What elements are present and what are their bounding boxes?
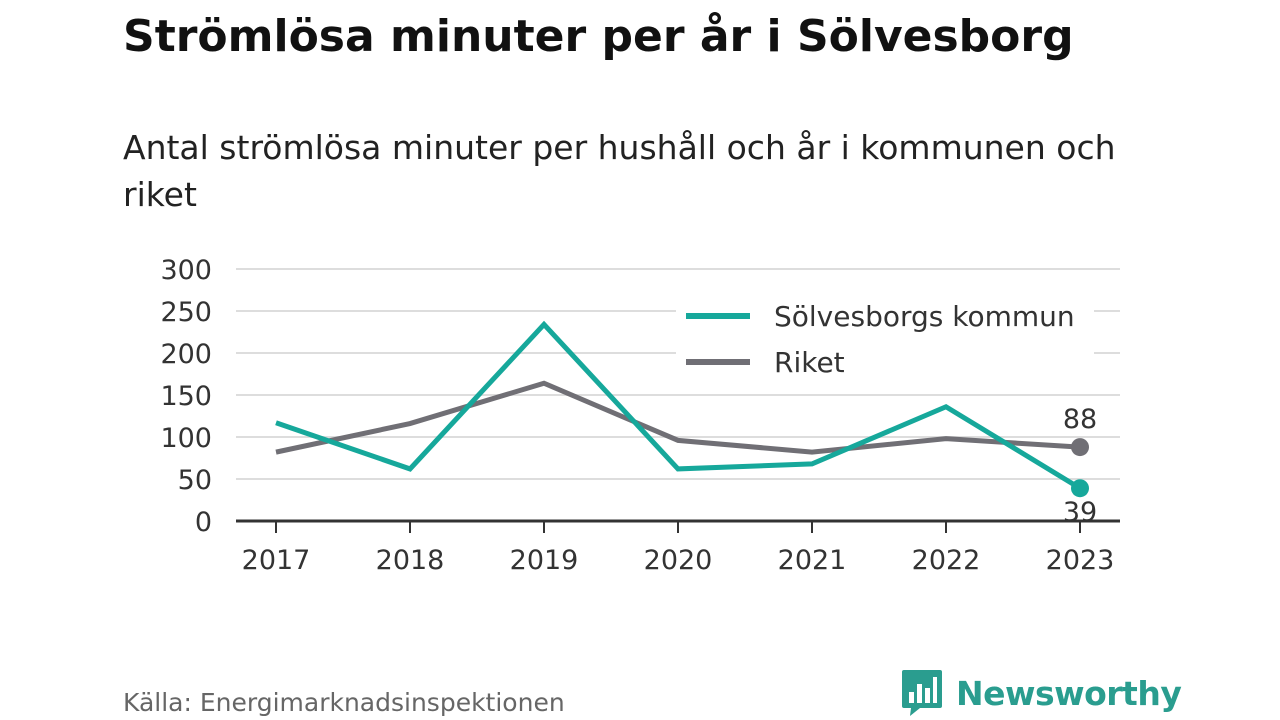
end-point [1071, 438, 1089, 457]
brand-name: Newsworthy [956, 673, 1182, 713]
series-lines [275, 320, 1082, 491]
end-point [1071, 479, 1089, 498]
x-tick-label: 2021 [778, 545, 847, 576]
series-line-riket [275, 380, 1081, 455]
chart-title: Strömlösa minuter per år i Sölvesborg [123, 11, 1074, 62]
bar-chart-speech-bubble-icon [902, 670, 942, 716]
legend-label: Riket [774, 346, 845, 379]
series-line-solvesborgs-kommun [275, 320, 1082, 491]
x-axis: 2017 2018 2019 2020 2021 2022 2023 [236, 519, 1120, 576]
y-axis: 0 50 100 150 200 250 300 [160, 255, 212, 538]
legend-box [676, 292, 1094, 388]
x-tick-label: 2018 [376, 545, 445, 576]
y-tick-label: 150 [160, 381, 212, 412]
y-tick-label: 100 [160, 423, 212, 454]
source-note: Källa: Energimarknadsinspektionen [123, 688, 565, 717]
y-tick-label: 300 [160, 255, 212, 286]
x-tick-label: 2017 [242, 545, 311, 576]
brand-logo: Newsworthy [900, 668, 1182, 718]
x-tick-label: 2019 [510, 545, 579, 576]
y-tick-label: 50 [178, 465, 212, 496]
end-value-label: 39 [1063, 497, 1097, 528]
legend-label: Sölvesborgs kommun [774, 300, 1075, 333]
chart-subtitle: Antal strömlösa minuter per hushåll och … [123, 128, 1116, 214]
y-tick-label: 250 [160, 297, 212, 328]
end-value-label: 88 [1063, 404, 1097, 435]
x-tick-label: 2023 [1046, 545, 1115, 576]
legend: Sölvesborgs kommun Riket [676, 292, 1094, 388]
y-tick-label: 0 [195, 507, 212, 538]
y-tick-label: 200 [160, 339, 212, 370]
x-tick-label: 2020 [644, 545, 713, 576]
x-tick-label: 2022 [912, 545, 981, 576]
end-points: 39 88 [1063, 404, 1097, 528]
